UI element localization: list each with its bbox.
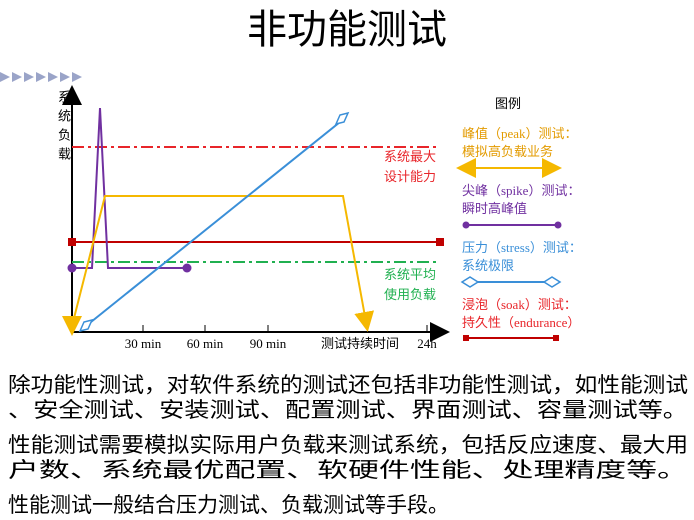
- max-label: 设计能力: [384, 169, 436, 184]
- legend-label: 压力（stress）测试：: [462, 240, 582, 255]
- paragraph-line: 、安全测试、安装测试、配置测试、界面测试、容量测试等。: [8, 398, 688, 422]
- x-tick-label: 30 min: [125, 336, 162, 351]
- legend-title: 图例: [495, 96, 521, 111]
- x-tick-label: 24h: [417, 336, 437, 351]
- paragraph-line: 除功能性测试，对软件系统的测试还包括非功能性测试，如性能测试: [8, 373, 688, 397]
- legend-label: 瞬时高峰值: [462, 201, 527, 216]
- paragraph-line: 性能测试需要模拟实际用户负载来测试系统，包括反应速度、最大用: [8, 433, 688, 457]
- legend-label: 持久性（endurance）: [462, 315, 580, 330]
- legend-label: 模拟高负载业务: [462, 144, 553, 159]
- x-tick-label: 60 min: [187, 336, 224, 351]
- decoration: [0, 72, 82, 82]
- legend-label: 浸泡（soak）测试：: [462, 297, 577, 312]
- paragraph-line: 性能测试一般结合压力测试、负载测试等手段。: [8, 493, 449, 517]
- max-label: 系统最大: [384, 149, 436, 164]
- diagram: 系统负载 30 min 60 min 90 min 测试持续时间 24h 系统最…: [56, 85, 582, 351]
- title: 非功能测试: [247, 7, 447, 53]
- avg-label: 系统平均: [384, 267, 436, 282]
- paragraph-line: 户数、系统最优配置、软硬件性能、处理精度等。: [8, 458, 688, 482]
- y-axis-label: 系统负载: [56, 90, 71, 166]
- x-tick-label: 测试持续时间: [321, 336, 399, 351]
- legend-label: 系统极限: [462, 258, 514, 273]
- legend-label: 峰值（peak）测试：: [462, 126, 578, 141]
- x-tick-label: 90 min: [250, 336, 287, 351]
- legend-label: 尖峰（spike）测试：: [462, 183, 580, 198]
- avg-label: 使用负载: [384, 287, 436, 302]
